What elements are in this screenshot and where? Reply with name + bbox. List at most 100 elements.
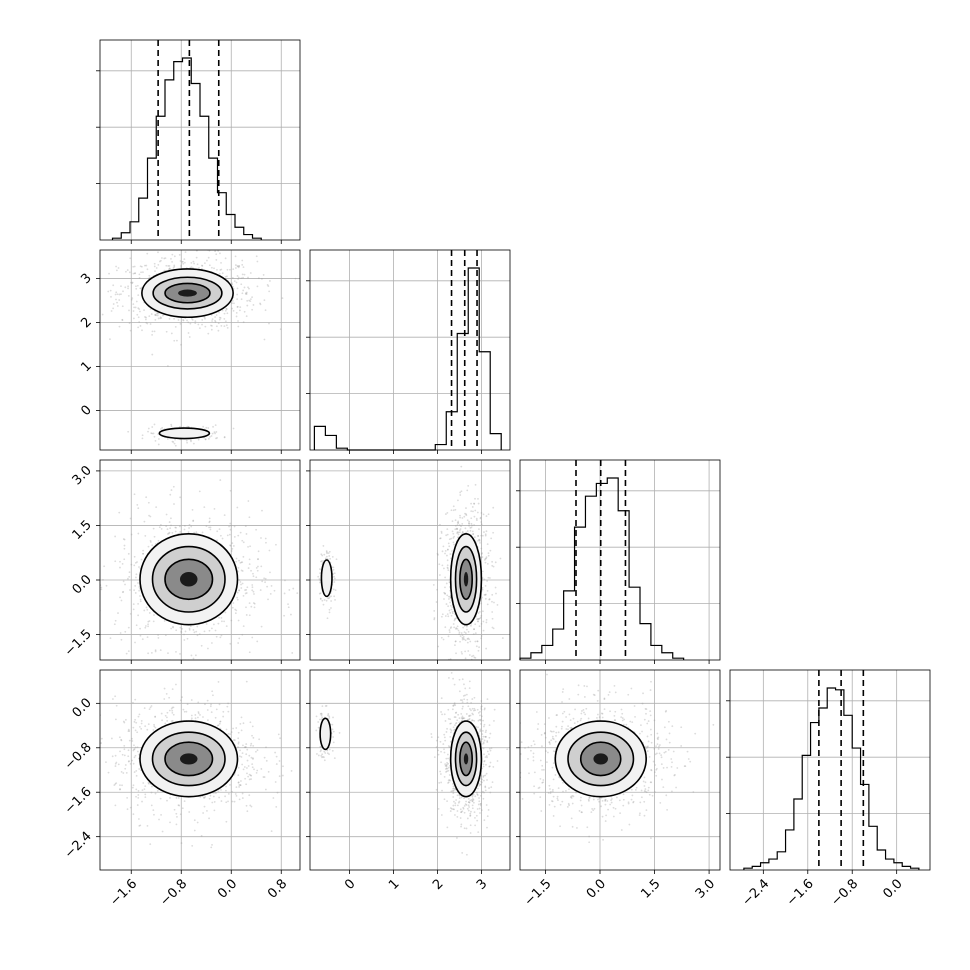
scatter-point [487, 552, 490, 555]
scatter-point [139, 287, 142, 290]
scatter-point [164, 722, 167, 725]
scatter-point [466, 638, 469, 640]
scatter-point [465, 804, 468, 806]
contour-0-0 [139, 720, 239, 798]
scatter-point [214, 792, 217, 795]
panel-frame [729, 669, 931, 871]
scatter-point [464, 687, 467, 690]
ticks [516, 490, 710, 664]
scatter-point [173, 503, 175, 505]
joint-panel-0-2: −1.50.01.53.0 [62, 459, 301, 664]
scatter-point [241, 763, 244, 766]
scatter-point [80, 733, 82, 735]
scatter-point [231, 277, 234, 279]
scatter-point [472, 533, 474, 536]
scatter-point [232, 545, 235, 547]
scatter-point [245, 804, 248, 807]
scatter-point [446, 767, 449, 770]
scatter-point [481, 729, 484, 732]
scatter-point [452, 787, 454, 790]
scatter-point [319, 592, 322, 595]
scatter-point [488, 765, 491, 768]
scatter-point [333, 581, 336, 583]
scatter-point [122, 290, 124, 293]
scatter-point [133, 306, 135, 309]
scatter-point [283, 592, 286, 595]
scatter-point [138, 273, 141, 276]
scatter-point [237, 742, 240, 745]
scatter-point [135, 774, 138, 777]
scatter-point [213, 809, 216, 812]
scatter-point [242, 768, 245, 771]
scatter-point [237, 731, 240, 734]
scatter-point [250, 569, 252, 572]
scatter-point [231, 307, 233, 310]
scatter-point [473, 502, 475, 505]
scatter-point [460, 823, 463, 826]
scatter-point [446, 533, 449, 536]
scatter-point [130, 533, 133, 536]
scatter-point [479, 718, 482, 721]
scatter-point [456, 625, 459, 628]
scatter-point [451, 530, 454, 533]
scatter-point [135, 300, 138, 303]
scatter-point [462, 635, 465, 638]
scatter-point [149, 515, 152, 518]
scatter-point [183, 261, 186, 264]
scatter-point [464, 650, 467, 653]
scatter-point [239, 581, 242, 583]
scatter-point [194, 654, 197, 657]
scatter-point [225, 820, 228, 823]
scatter-point [465, 507, 467, 509]
scatter-point [440, 636, 443, 639]
scatter-point [460, 651, 463, 653]
scatter-point [207, 437, 210, 440]
scatter-point [215, 253, 218, 256]
scatter-point [201, 531, 204, 534]
scatter-point [147, 427, 150, 430]
histogram-2 [519, 477, 685, 660]
scatter-point [476, 640, 479, 643]
scatter-point [483, 791, 485, 794]
scatter-point [235, 315, 238, 318]
scatter-point [479, 783, 482, 786]
scatter-point [270, 585, 273, 587]
scatter-point [97, 273, 99, 275]
scatter-point [138, 276, 141, 279]
scatter-point [251, 734, 253, 737]
scatter-point [138, 818, 140, 820]
scatter-point [131, 297, 134, 300]
scatter-point [190, 525, 193, 528]
grid-lines [100, 250, 300, 450]
scatter-point [441, 550, 444, 553]
scatter-point [448, 631, 451, 634]
scatter-point [445, 534, 448, 537]
scatter-point [490, 747, 493, 750]
scatter-point [154, 313, 157, 316]
scatter-point [225, 801, 228, 804]
panel-frame [309, 249, 511, 451]
scatter-point [175, 797, 178, 799]
scatter-point [124, 630, 127, 633]
scatter-point [160, 524, 162, 526]
scatter-point [239, 749, 241, 752]
scatter-point [135, 795, 137, 798]
scatter-point [479, 783, 482, 786]
scatter-point [456, 804, 459, 807]
scatter-point [231, 302, 233, 305]
scatter-point [175, 812, 178, 815]
scatter-point [137, 532, 140, 535]
scatter-point [170, 517, 172, 520]
scatter-point [473, 720, 476, 722]
scatter-point [453, 683, 456, 686]
scatter-point [237, 774, 240, 777]
scatter-point [132, 701, 134, 704]
scatter-point [163, 257, 166, 260]
scatter-point [151, 353, 154, 356]
scatter-point [246, 748, 249, 751]
scatter-point [146, 322, 149, 325]
scatter-point [221, 620, 223, 623]
scatter-point [239, 531, 242, 534]
scatter-point [135, 576, 137, 579]
scatter-point [227, 710, 230, 713]
